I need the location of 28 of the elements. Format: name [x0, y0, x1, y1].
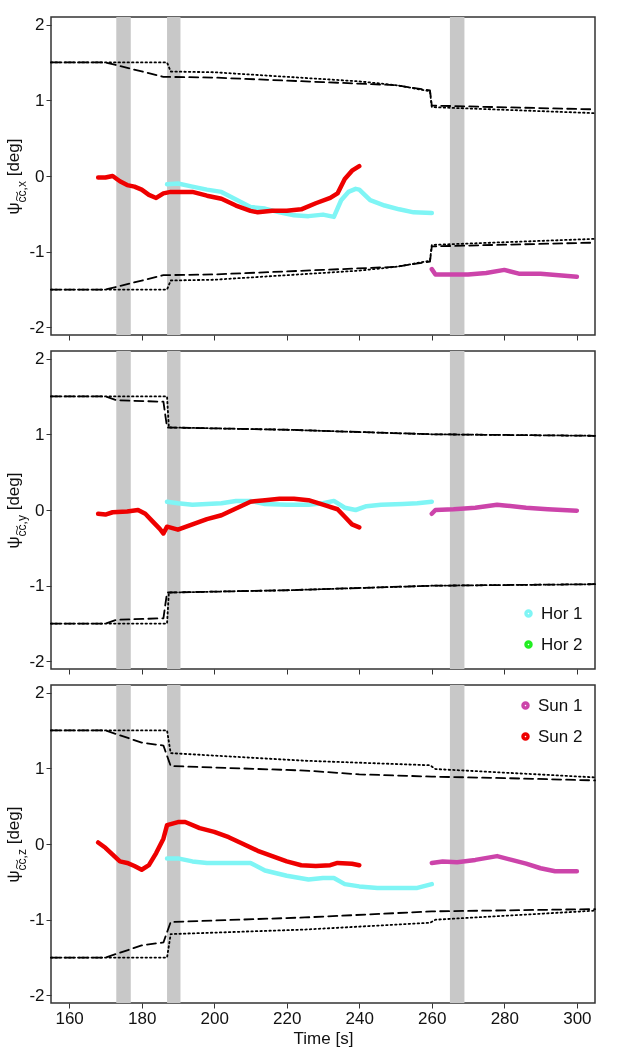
y-tick-label: 2 [35, 349, 45, 369]
x-tick-label: 160 [55, 1008, 84, 1028]
x-tick-label: 180 [127, 1008, 157, 1028]
y-tick-label: 2 [35, 15, 45, 35]
y-tick-label: 0 [35, 834, 45, 854]
x-tick-label: 260 [418, 1008, 447, 1028]
x-axis-title: Time [s] [293, 1028, 354, 1048]
legend-label: Sun 2 [538, 726, 583, 746]
y-tick-label: 1 [35, 90, 45, 110]
legend-label: Hor 2 [541, 634, 583, 654]
x-tick-label: 200 [200, 1008, 229, 1028]
y-tick-label: 0 [35, 500, 45, 520]
y-tick-label: -1 [29, 910, 45, 930]
legend-label: Sun 1 [538, 695, 583, 715]
y-tick-label: 0 [35, 166, 45, 186]
y-tick-label: -2 [29, 985, 45, 1005]
y-tick-label: -2 [29, 317, 45, 337]
y-tick-label: -2 [29, 651, 45, 671]
legend-label: Hor 1 [541, 603, 583, 623]
y-tick-label: 1 [35, 424, 45, 444]
y-tick-label: 1 [35, 758, 45, 778]
x-tick-label: 240 [345, 1008, 374, 1028]
x-tick-label: 300 [563, 1008, 592, 1028]
y-tick-label: -1 [29, 242, 45, 262]
y-tick-label: -1 [29, 576, 45, 596]
y-tick-label: 2 [35, 683, 45, 703]
x-tick-label: 280 [490, 1008, 520, 1028]
x-tick-label: 220 [273, 1008, 302, 1028]
